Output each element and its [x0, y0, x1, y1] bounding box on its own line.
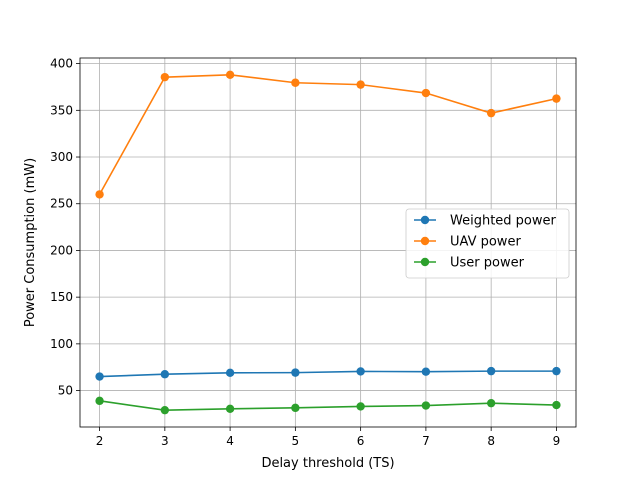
- data-point: [421, 401, 431, 410]
- data-point: [552, 366, 561, 376]
- data-point: [291, 78, 300, 87]
- legend-marker: [420, 215, 430, 225]
- axis-ticks: 2 3 4 5 6 7 8 9 50 100 150 200 250 300 350 400: [50, 57, 560, 448]
- series-weighted-power: [95, 366, 561, 381]
- legend-label: User power: [450, 256, 525, 271]
- series-uav-power: [95, 70, 561, 199]
- x-axis-label: Delay threshold (TS): [261, 456, 394, 471]
- data-series: [95, 70, 561, 415]
- data-point: [291, 403, 300, 413]
- legend-marker: [420, 236, 430, 246]
- y-tick-label: 100: [50, 337, 73, 351]
- data-point: [552, 94, 561, 103]
- y-tick-label: 150: [50, 290, 73, 304]
- series-line: [99, 400, 557, 411]
- data-point: [356, 80, 365, 89]
- legend-marker: [420, 257, 430, 267]
- data-point: [356, 367, 365, 376]
- data-point: [160, 370, 170, 379]
- series-user-power: [95, 396, 561, 415]
- chart-legend: Weighted power UAV power User power: [405, 208, 570, 279]
- data-point: [160, 405, 170, 415]
- data-point: [225, 70, 235, 80]
- x-tick-label: 7: [422, 434, 430, 448]
- y-tick-label: 250: [50, 197, 73, 211]
- legend-label: Weighted power: [450, 214, 557, 229]
- data-point: [291, 368, 300, 377]
- y-tick-label: 400: [50, 57, 73, 71]
- data-point: [486, 108, 496, 118]
- x-tick-label: 8: [487, 434, 495, 448]
- x-tick-label: 6: [357, 434, 365, 448]
- data-point: [95, 396, 104, 406]
- y-tick-label: 300: [50, 150, 73, 164]
- series-line: [98, 74, 557, 195]
- series-line: [99, 370, 557, 378]
- data-point: [421, 367, 431, 376]
- data-point: [356, 402, 365, 411]
- x-tick-label: 9: [553, 434, 561, 448]
- legend-item: UAV power: [414, 235, 521, 250]
- x-tick-label: 2: [96, 434, 104, 448]
- y-axis-label: Power Consumption (mW): [23, 158, 38, 327]
- grid-lines: [80, 58, 576, 427]
- x-tick-label: 5: [292, 434, 300, 448]
- data-point: [486, 398, 496, 408]
- legend-item: Weighted power: [414, 214, 557, 229]
- data-point: [225, 368, 235, 378]
- legend-item: User power: [414, 256, 525, 271]
- data-point: [160, 72, 170, 82]
- y-tick-label: 50: [58, 384, 73, 398]
- data-point: [225, 404, 235, 413]
- x-tick-label: 3: [161, 434, 169, 448]
- legend-label: UAV power: [450, 235, 521, 250]
- data-point: [421, 88, 431, 98]
- data-point: [95, 190, 104, 199]
- data-point: [486, 366, 496, 376]
- data-point: [552, 400, 561, 410]
- legend-box: [405, 208, 570, 279]
- y-tick-label: 200: [50, 243, 73, 257]
- data-point: [95, 372, 104, 381]
- plot-frame: [79, 57, 577, 428]
- x-tick-label: 4: [226, 434, 234, 448]
- y-tick-label: 350: [50, 103, 73, 117]
